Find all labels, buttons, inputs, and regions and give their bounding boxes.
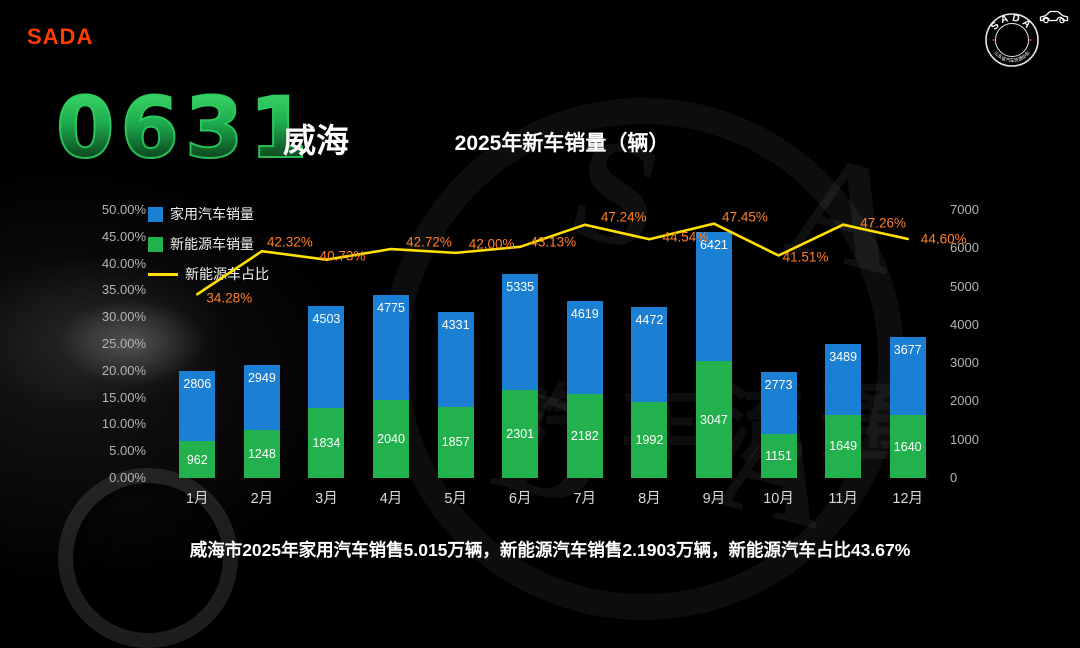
nev-sales-value: 1834	[312, 435, 341, 450]
left-axis-tick: 15.00%	[101, 389, 146, 405]
legend-swatch-total	[148, 206, 163, 222]
nev-sales-value: 1649	[829, 439, 858, 454]
right-axis-tick: 6000	[950, 240, 979, 256]
city-name: 威海	[283, 122, 349, 159]
x-axis-month-label: 10月	[763, 491, 794, 507]
nev-sales-bar	[308, 407, 345, 478]
x-axis-month-label: 7月	[573, 491, 597, 507]
x-axis-month-label: 8月	[638, 491, 661, 507]
total-sales-value: 3489	[829, 350, 858, 365]
total-sales-value: 4472	[635, 312, 664, 327]
nev-share-line-layer	[195, 222, 910, 296]
region-code: 0631	[55, 79, 314, 177]
left-axis-tick: 0.00%	[109, 470, 146, 485]
legend-item-nev: 新能源车销量	[148, 234, 269, 254]
nev-sales-bar	[373, 399, 410, 478]
nev-sales-value: 1992	[635, 432, 664, 447]
nev-share-pct-label: 47.26%	[860, 214, 907, 230]
nev-sales-bar	[695, 361, 732, 478]
nev-share-pct-label: 42.00%	[468, 236, 515, 252]
legend-item-total: 家用汽车销量	[148, 204, 269, 224]
right-axis-tick: 5000	[950, 278, 979, 294]
total-sales-value: 2949	[247, 371, 276, 386]
right-axis-tick: 3000	[950, 355, 979, 371]
summary-text: 威海市2025年家用汽车销售5.015万辆，新能源汽车销售2.1903万辆，新能…	[189, 540, 911, 560]
left-axis-tick: 45.00%	[101, 228, 146, 244]
left-axis-tick: 10.00%	[101, 416, 146, 432]
nev-sales-bar	[179, 441, 216, 478]
left-axis-tick: 25.00%	[101, 336, 146, 351]
sales-chart: 50.00% 45.00% 40.00% 35.00% 30.00% 25.00% 20.0…	[101, 202, 979, 507]
x-axis-month-label: 5月	[444, 491, 467, 507]
x-axis-month-label: 9月	[702, 491, 726, 507]
chart-title: 2025年新车销量（辆）	[454, 132, 670, 155]
right-axis-tick: 1000	[950, 431, 979, 447]
legend-label-total: 家用汽车销量	[170, 206, 254, 222]
total-sales-value: 4619	[570, 307, 599, 322]
nev-share-pct-label: 40.73%	[319, 247, 366, 263]
x-axis-month-label: 2月	[250, 491, 274, 507]
right-axis-tick: 4000	[950, 316, 979, 332]
nev-share-pct-label: 42.32%	[266, 234, 313, 250]
nev-sales-value: 1151	[765, 448, 792, 463]
total-sales-value: 4503	[312, 311, 341, 326]
nev-share-pct-label: 47.24%	[600, 209, 647, 225]
nev-share-pct-label: 42.72%	[406, 234, 452, 250]
nev-sales-bar	[631, 401, 668, 478]
car-icon	[1039, 10, 1069, 24]
nev-sales-value: 962	[186, 452, 208, 467]
nev-sales-bar	[437, 406, 474, 478]
left-axis-tick: 40.00%	[101, 255, 146, 271]
nev-share-pct-label: 47.45%	[722, 208, 768, 224]
nev-sales-value: 2182	[570, 429, 599, 444]
association-seal-logo: SADA 山东省汽车流通协会	[985, 13, 1039, 67]
nev-share-pct-label: 34.28%	[206, 290, 253, 306]
x-axis-month-label: 1月	[185, 491, 209, 507]
nev-sales-value: 1857	[441, 435, 470, 450]
nev-share-pct-label: 44.60%	[920, 231, 967, 247]
x-axis-month-label: 12月	[892, 491, 924, 507]
total-sales-value: 5335	[506, 279, 535, 294]
nev-sales-value: 1640	[893, 439, 922, 454]
legend-label-nev: 新能源车销量	[170, 236, 254, 252]
left-axis-tick: 30.00%	[101, 309, 146, 325]
x-axis-month-label: 3月	[315, 491, 338, 507]
x-axis-month-label: 4月	[379, 491, 403, 507]
nev-share-pct-label: 44.54%	[662, 229, 709, 245]
total-sales-value: 4331	[441, 318, 470, 333]
legend-item-share: 新能源车占比	[148, 264, 269, 284]
nev-sales-bar	[760, 433, 797, 478]
nev-share-pct-label: 41.51%	[782, 248, 829, 264]
nev-sales-value: 3047	[700, 412, 728, 427]
nev-sales-value: 2301	[506, 426, 535, 441]
left-axis-tick: 20.00%	[101, 362, 146, 378]
nev-sales-bar	[243, 430, 280, 478]
right-axis-tick: 2000	[950, 393, 979, 409]
total-sales-value: 2773	[764, 377, 793, 392]
left-axis-tick: 50.00%	[101, 202, 146, 217]
nev-share-pct-label: 43.13%	[530, 234, 577, 250]
nev-sales-bar	[502, 389, 539, 478]
legend-label-share: 新能源车占比	[185, 266, 269, 282]
left-axis-tick: 5.00%	[109, 443, 146, 459]
total-sales-value: 4775	[377, 301, 405, 316]
nev-sales-value: 1248	[247, 447, 276, 462]
right-axis-tick: 0	[950, 470, 958, 485]
legend-swatch-nev	[148, 236, 163, 252]
x-axis-month-label: 6月	[508, 491, 532, 507]
x-axis-month-label: 11月	[828, 491, 858, 507]
legend-swatch-share-line	[148, 272, 178, 276]
nev-sales-bar	[566, 394, 603, 478]
right-axis-tick: 7000	[950, 202, 979, 217]
total-sales-value: 3677	[893, 343, 922, 358]
nev-sales-value: 2040	[377, 431, 405, 446]
nev-sales-bar	[825, 414, 862, 478]
brand-wordmark: SADA	[27, 24, 94, 49]
left-axis-tick: 35.00%	[101, 282, 146, 298]
nev-sales-bar	[889, 415, 926, 478]
chart-legend: 家用汽车销量 新能源车销量 新能源车占比	[148, 204, 269, 284]
total-sales-value: 2806	[183, 376, 212, 391]
